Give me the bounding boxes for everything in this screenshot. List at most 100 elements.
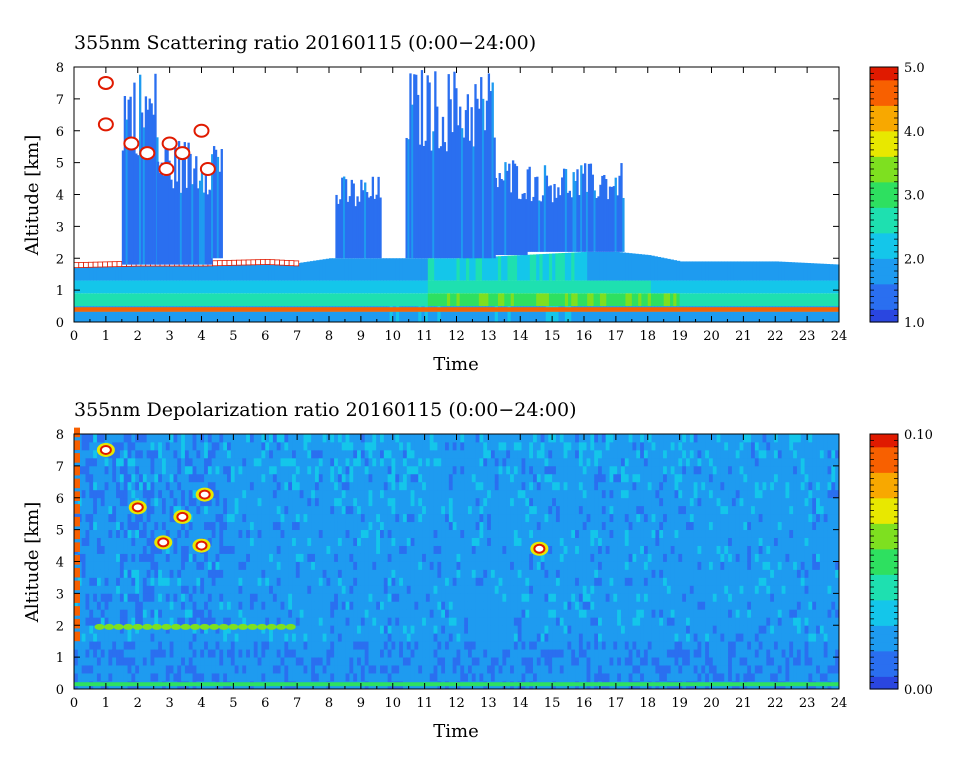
colorbar-swatch	[870, 229, 898, 234]
depol-cell	[219, 657, 223, 665]
depol-cell	[449, 554, 453, 562]
depol-cell	[338, 593, 342, 601]
depol-cell	[296, 577, 300, 585]
depol-cell	[158, 649, 162, 657]
depol-cell	[97, 546, 101, 554]
depol-cell	[338, 617, 342, 625]
depol-cell	[384, 577, 388, 585]
depol-cell	[269, 506, 273, 514]
depol-cell	[223, 649, 227, 657]
depol-cell	[307, 458, 311, 466]
depol-cell	[273, 458, 277, 466]
depol-cell	[101, 466, 105, 474]
depol-cell	[487, 641, 491, 649]
depol-cell	[369, 538, 373, 546]
depol-cell	[162, 665, 166, 673]
depol-cell	[365, 609, 369, 617]
depol-cell	[323, 673, 327, 681]
depol-cell	[300, 498, 304, 506]
depol-cell	[288, 554, 292, 562]
depol-cell	[112, 466, 116, 474]
depol-cell	[281, 609, 285, 617]
depol-cell	[430, 633, 434, 641]
depol-cell	[476, 569, 480, 577]
depol-cell	[265, 577, 269, 585]
depol-cell	[472, 442, 476, 450]
depol-cell	[307, 633, 311, 641]
depol-cell	[479, 546, 483, 554]
depol-cell	[323, 633, 327, 641]
depol-cell	[177, 577, 181, 585]
depol-cell	[101, 569, 105, 577]
depol-cell	[112, 569, 116, 577]
depol-cell	[219, 538, 223, 546]
depol-cell	[483, 442, 487, 450]
depol-cell	[147, 458, 151, 466]
depol-cell	[491, 641, 495, 649]
depol-cell	[265, 601, 269, 609]
colorbar-swatch	[870, 127, 898, 132]
depol-cell	[120, 601, 124, 609]
depol-cell	[330, 482, 334, 490]
depol-cell	[307, 673, 311, 681]
depol-cell	[391, 530, 395, 538]
colorbar-swatch	[870, 284, 898, 289]
depol-cell	[418, 562, 422, 570]
depol-cell	[292, 458, 296, 466]
depol-cell	[361, 562, 365, 570]
depol-cell	[105, 577, 109, 585]
depol-cell	[479, 506, 483, 514]
depol-cell	[128, 434, 132, 442]
depol-cell	[204, 593, 208, 601]
depol-cell	[334, 466, 338, 474]
depol-cell	[128, 657, 132, 665]
depol-cell	[311, 625, 315, 633]
depol-cell	[403, 617, 407, 625]
depol-cell	[231, 609, 235, 617]
depol-cell	[403, 577, 407, 585]
depol-cell	[388, 466, 392, 474]
depol-cell	[434, 474, 438, 482]
depol-cell	[143, 609, 147, 617]
depol-cell	[85, 434, 89, 442]
depol-cell	[208, 585, 212, 593]
colorbar-tick-label: 5.0	[904, 61, 925, 76]
depol-cell	[407, 514, 411, 522]
depol-cell	[170, 434, 174, 442]
depol-cell	[196, 474, 200, 482]
depol-cell	[388, 474, 392, 482]
depol-cell	[491, 601, 495, 609]
depol-cell	[281, 641, 285, 649]
depol-cell	[135, 665, 139, 673]
depol-cell	[170, 641, 174, 649]
depol-cell	[457, 641, 461, 649]
depol-cell	[388, 569, 392, 577]
depol-cell	[147, 466, 151, 474]
depol-cell	[487, 593, 491, 601]
depol-cell	[349, 609, 353, 617]
depol-cell	[315, 546, 319, 554]
depol-cell	[372, 538, 376, 546]
depol-cell	[457, 442, 461, 450]
depol-cell	[258, 530, 262, 538]
depol-cell	[93, 601, 97, 609]
depol-cell	[483, 506, 487, 514]
depol-cell	[85, 482, 89, 490]
depol-cell	[311, 514, 315, 522]
depol-cell	[265, 498, 269, 506]
depol-cell	[334, 434, 338, 442]
depol-cell	[238, 577, 242, 585]
depol-cell	[445, 601, 449, 609]
depol-cell	[258, 434, 262, 442]
depol-cell	[189, 450, 193, 458]
depol-cell	[242, 442, 246, 450]
depol-cell	[162, 641, 166, 649]
depol-cell	[476, 458, 480, 466]
depol-cell	[407, 569, 411, 577]
depol-cell	[346, 538, 350, 546]
depol-cell	[403, 506, 407, 514]
depol-cell	[135, 673, 139, 681]
depol-cell	[219, 601, 223, 609]
depol-cell	[147, 609, 151, 617]
colorbar-swatch	[870, 76, 898, 81]
